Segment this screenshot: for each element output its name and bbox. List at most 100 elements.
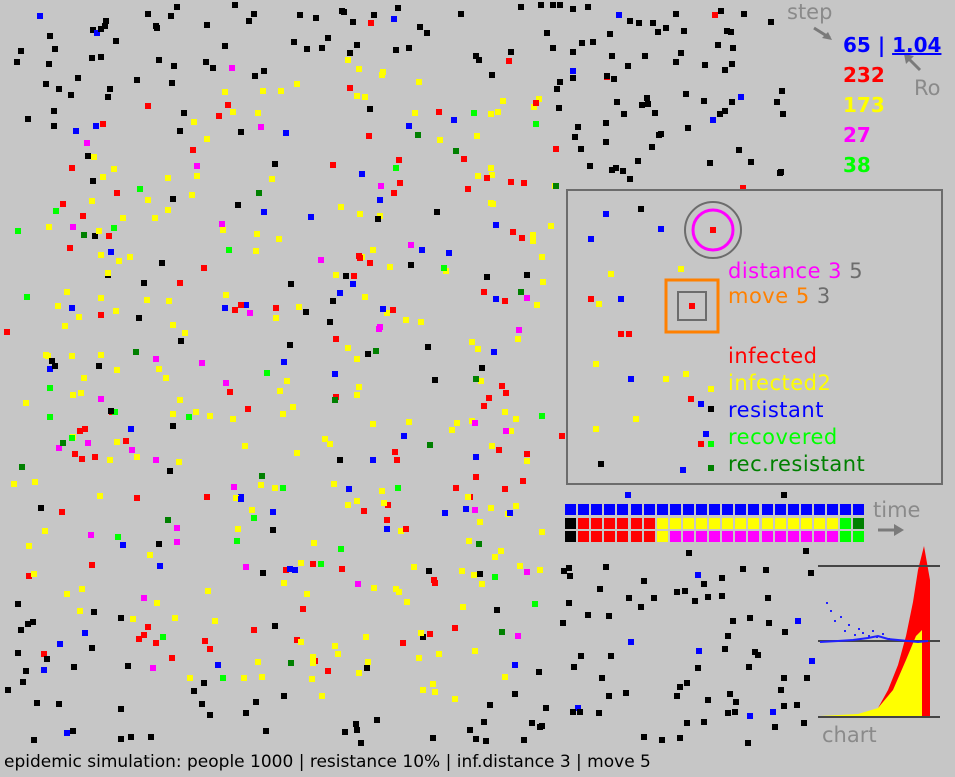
person-dot (495, 109, 501, 115)
person-dot (77, 608, 83, 614)
person-dot (554, 86, 560, 92)
person-dot (626, 595, 632, 601)
state-cell (852, 503, 866, 516)
person-dot (90, 27, 96, 33)
count-recovered: 38 (843, 153, 871, 177)
state-cell (577, 530, 591, 543)
person-dot (20, 679, 26, 685)
person-dot (347, 50, 353, 56)
person-dot (432, 377, 438, 383)
person-dot (373, 348, 379, 354)
person-dot (120, 215, 126, 221)
person-dot (235, 202, 241, 208)
person-dot (499, 383, 505, 389)
state-cell (773, 516, 787, 530)
person-dot (548, 223, 554, 229)
person-dot (171, 63, 177, 69)
person-dot (288, 281, 294, 287)
person-dot (418, 630, 424, 636)
person-dot (330, 298, 336, 304)
person-dot (781, 675, 787, 681)
person-dot (79, 456, 85, 462)
person-dot (370, 421, 376, 427)
person-dot (281, 359, 287, 365)
person-dot (363, 634, 369, 640)
person-dot (453, 148, 459, 154)
person-dot (153, 457, 159, 463)
person-dot (496, 447, 502, 453)
person-dot (401, 433, 407, 439)
person-dot (85, 153, 91, 159)
person-dot (34, 700, 40, 706)
person-dot (655, 29, 661, 35)
person-dot (472, 507, 478, 513)
person-dot (207, 712, 213, 718)
person-dot (70, 728, 76, 734)
state-cell (826, 503, 839, 516)
person-dot (98, 312, 104, 318)
person-dot (145, 197, 151, 203)
person-dot (481, 719, 487, 725)
person-dot (644, 95, 650, 101)
person-dot (77, 428, 83, 434)
person-dot (543, 705, 549, 711)
person-dot (379, 72, 385, 78)
person-dot (141, 280, 147, 286)
person-dot (342, 729, 348, 735)
distance-setting[interactable]: distance 3 5 (728, 259, 863, 283)
person-dot (46, 61, 52, 67)
person-dot (702, 62, 708, 68)
person-dot (566, 600, 572, 606)
person-dot (645, 101, 651, 107)
person-dot (607, 31, 613, 37)
distance-label: distance (728, 259, 821, 283)
legend-rec-resistant: rec.resistant (728, 452, 866, 476)
person-dot (628, 639, 634, 645)
person-dot (406, 419, 412, 425)
person-dot (627, 18, 633, 24)
person-dot (768, 19, 774, 25)
state-cell (616, 530, 630, 543)
person-dot (147, 552, 153, 558)
person-dot (241, 675, 247, 681)
person-dot (201, 680, 207, 686)
person-dot (106, 233, 112, 239)
person-dot (396, 589, 402, 595)
person-dot (216, 113, 222, 119)
move-setting[interactable]: move 5 3 (728, 284, 831, 308)
person-dot (609, 53, 615, 59)
person-dot (550, 2, 556, 8)
person-dot (534, 302, 540, 308)
person-dot (515, 633, 521, 639)
person-dot (105, 270, 111, 276)
person-dot (400, 640, 406, 646)
person-dot (698, 401, 704, 407)
state-cell (708, 530, 722, 543)
person-dot (424, 30, 430, 36)
person-dot (722, 108, 728, 114)
person-dot (499, 629, 505, 635)
person-dot (717, 111, 723, 117)
person-dot (508, 49, 514, 55)
person-dot (311, 540, 317, 546)
simulation-field[interactable] (0, 0, 955, 750)
person-dot (232, 2, 238, 8)
person-dot (91, 609, 97, 615)
person-dot (567, 573, 573, 579)
person-dot (650, 20, 656, 26)
person-dot (129, 447, 135, 453)
person-dot (170, 423, 176, 429)
person-dot (174, 4, 180, 10)
person-dot (354, 93, 360, 99)
person-dot (392, 449, 398, 455)
person-dot (436, 109, 442, 115)
person-dot (281, 580, 287, 586)
person-dot (107, 457, 113, 463)
person-dot (98, 352, 104, 358)
person-dot (520, 478, 526, 484)
person-dot (202, 638, 208, 644)
person-dot (427, 442, 433, 448)
person-dot (243, 564, 249, 570)
person-dot (437, 137, 443, 143)
person-dot (708, 386, 714, 392)
